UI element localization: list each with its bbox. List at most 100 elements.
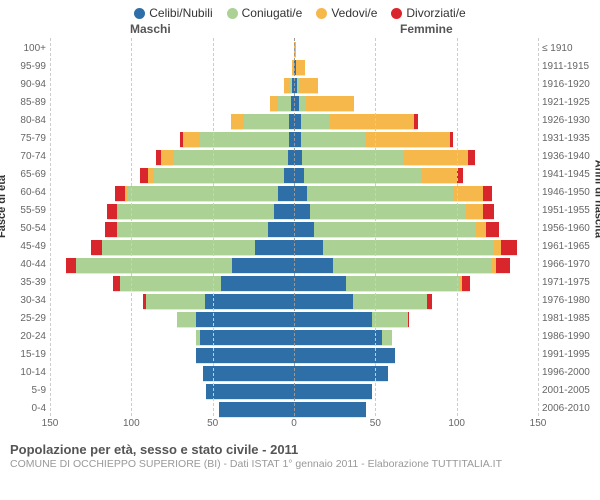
- bar-segment: [301, 132, 366, 147]
- female-bar: [294, 77, 318, 94]
- age-label: 50-54: [0, 220, 46, 238]
- bar-segment: [330, 114, 415, 129]
- bar-segment: [294, 186, 307, 201]
- birth-year-label: 1966-1970: [542, 256, 600, 274]
- bar-segment: [294, 276, 346, 291]
- birth-year-label: 1926-1930: [542, 112, 600, 130]
- center-line: [294, 38, 295, 416]
- bar-segment: [91, 240, 102, 255]
- grid-line: [213, 38, 214, 416]
- bar-segment: [346, 276, 460, 291]
- x-axis: 15010050050100150: [50, 418, 538, 436]
- age-label: 100+: [0, 40, 46, 58]
- bar-segment: [274, 204, 294, 219]
- female-bar: [294, 275, 470, 292]
- legend-item: Coniugati/e: [227, 6, 303, 20]
- bar-segment: [323, 240, 494, 255]
- bar-segment: [486, 222, 499, 237]
- bar-segment: [219, 402, 294, 417]
- male-header: Maschi: [130, 22, 171, 36]
- birth-year-label: 1981-1985: [542, 310, 600, 328]
- bar-segment: [427, 294, 432, 309]
- legend-item: Divorziati/e: [391, 6, 465, 20]
- bar-segment: [421, 168, 457, 183]
- bar-segment: [183, 132, 199, 147]
- birth-year-label: 2006-2010: [542, 400, 600, 418]
- male-bar: [196, 329, 294, 346]
- grid-line: [457, 38, 458, 416]
- bar-segment: [366, 132, 451, 147]
- female-bar: [294, 59, 305, 76]
- bar-segment: [483, 204, 494, 219]
- bar-segment: [154, 168, 284, 183]
- bar-segment: [294, 348, 395, 363]
- female-bar: [294, 167, 463, 184]
- bar-segment: [294, 222, 314, 237]
- bar-segment: [294, 168, 304, 183]
- male-bar: [113, 275, 294, 292]
- age-label: 20-24: [0, 328, 46, 346]
- bar-segment: [372, 312, 408, 327]
- birth-year-label: 1996-2000: [542, 364, 600, 382]
- bar-segment: [118, 222, 268, 237]
- bar-segment: [453, 186, 482, 201]
- grid-line: [131, 38, 132, 416]
- chart-subtitle: COMUNE DI OCCHIEPPO SUPERIORE (BI) - Dat…: [10, 458, 590, 470]
- x-tick-label: 50: [207, 418, 218, 429]
- bar-segment: [310, 204, 466, 219]
- age-label: 70-74: [0, 148, 46, 166]
- male-bar: [231, 113, 294, 130]
- x-tick-label: 50: [370, 418, 381, 429]
- bar-segment: [299, 78, 319, 93]
- female-bar: [294, 311, 409, 328]
- x-tick-label: 150: [42, 418, 59, 429]
- bar-segment: [450, 132, 453, 147]
- female-bar: [294, 203, 494, 220]
- bar-segment: [296, 60, 306, 75]
- birth-year-label: 1971-1975: [542, 274, 600, 292]
- bar-segment: [177, 312, 197, 327]
- bar-segment: [278, 186, 294, 201]
- bar-segment: [206, 384, 294, 399]
- bar-segment: [270, 96, 278, 111]
- female-bar: [294, 329, 392, 346]
- age-label: 15-19: [0, 346, 46, 364]
- bar-segment: [294, 150, 302, 165]
- female-header: Femmine: [400, 22, 453, 36]
- bar-segment: [304, 168, 421, 183]
- gender-headers: Maschi Femmine: [0, 22, 600, 38]
- birth-year-label: 1951-1955: [542, 202, 600, 220]
- legend-item: Celibi/Nubili: [134, 6, 212, 20]
- grid-line: [375, 38, 376, 416]
- male-bar: [180, 131, 294, 148]
- legend: Celibi/Nubili Coniugati/e Vedovi/e Divorzia…: [0, 0, 600, 22]
- female-bar: [294, 293, 432, 310]
- bar-segment: [414, 114, 417, 129]
- male-bar: [105, 221, 294, 238]
- legend-swatch: [134, 8, 145, 19]
- male-bar: [91, 239, 294, 256]
- female-bar: [294, 239, 517, 256]
- footer: Popolazione per età, sesso e stato civil…: [0, 438, 600, 470]
- female-bar: [294, 131, 453, 148]
- x-tick-label: 100: [123, 418, 140, 429]
- age-label: 95-99: [0, 58, 46, 76]
- chart-title: Popolazione per età, sesso e stato civil…: [10, 442, 590, 457]
- age-label: 85-89: [0, 94, 46, 112]
- male-bar: [206, 383, 294, 400]
- bar-segment: [203, 366, 294, 381]
- bar-segment: [314, 222, 477, 237]
- female-bar: [294, 95, 354, 112]
- bar-segment: [305, 96, 354, 111]
- bar-segment: [294, 402, 366, 417]
- birth-year-label: 1936-1940: [542, 148, 600, 166]
- birth-year-label: 1916-1920: [542, 76, 600, 94]
- birth-year-label: 1946-1950: [542, 184, 600, 202]
- plot-region: 100+≤ 191095-991911-191590-941916-192085…: [50, 38, 538, 416]
- legend-item: Vedovi/e: [316, 6, 377, 20]
- bar-segment: [294, 294, 353, 309]
- age-label: 75-79: [0, 130, 46, 148]
- bar-segment: [76, 258, 232, 273]
- birth-year-label: ≤ 1910: [542, 40, 600, 58]
- bar-segment: [196, 348, 294, 363]
